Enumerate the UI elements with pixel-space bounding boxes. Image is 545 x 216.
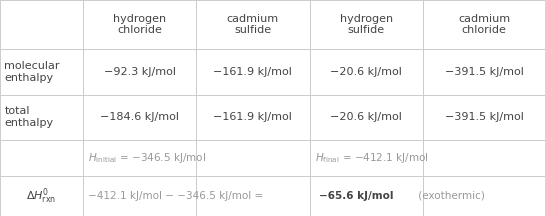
Bar — [0, 49, 83, 95]
Bar — [83, 95, 196, 140]
Bar — [0, 176, 83, 216]
Bar — [310, 0, 423, 49]
Bar — [0, 0, 83, 49]
Text: $\Delta H^0_\mathregular{rxn}$: $\Delta H^0_\mathregular{rxn}$ — [26, 186, 57, 206]
Bar — [423, 0, 545, 49]
Bar — [423, 49, 545, 95]
Text: −412.1 kJ/mol − −346.5 kJ/mol =: −412.1 kJ/mol − −346.5 kJ/mol = — [88, 191, 267, 201]
Bar — [196, 49, 310, 95]
Text: total
enthalpy: total enthalpy — [4, 106, 53, 128]
Text: molecular
enthalpy: molecular enthalpy — [4, 61, 60, 83]
Bar — [196, 0, 310, 49]
Bar — [83, 49, 196, 95]
Text: −20.6 kJ/mol: −20.6 kJ/mol — [330, 67, 402, 77]
Text: −20.6 kJ/mol: −20.6 kJ/mol — [330, 112, 402, 122]
Bar — [83, 140, 196, 176]
Bar — [310, 95, 423, 140]
Bar — [310, 176, 423, 216]
Bar — [0, 140, 83, 176]
Bar — [0, 95, 83, 140]
Text: hydrogen
chloride: hydrogen chloride — [113, 14, 166, 35]
Text: (exothermic): (exothermic) — [415, 191, 485, 201]
Text: −184.6 kJ/mol: −184.6 kJ/mol — [100, 112, 179, 122]
Bar — [196, 95, 310, 140]
Text: −65.6 kJ/mol: −65.6 kJ/mol — [319, 191, 393, 201]
Bar — [310, 49, 423, 95]
Text: cadmium
sulfide: cadmium sulfide — [227, 14, 279, 35]
Text: −92.3 kJ/mol: −92.3 kJ/mol — [104, 67, 175, 77]
Text: −161.9 kJ/mol: −161.9 kJ/mol — [214, 112, 292, 122]
Bar — [83, 176, 196, 216]
Bar — [423, 176, 545, 216]
Text: cadmium
chloride: cadmium chloride — [458, 14, 510, 35]
Text: hydrogen
sulfide: hydrogen sulfide — [340, 14, 393, 35]
Bar — [196, 176, 310, 216]
Text: −161.9 kJ/mol: −161.9 kJ/mol — [214, 67, 292, 77]
Text: −391.5 kJ/mol: −391.5 kJ/mol — [445, 112, 523, 122]
Bar — [83, 0, 196, 49]
Text: $H_\mathregular{initial}$ = −346.5 kJ/mol: $H_\mathregular{initial}$ = −346.5 kJ/mo… — [88, 151, 207, 165]
Bar — [310, 140, 423, 176]
Text: $H_\mathregular{final}$ = −412.1 kJ/mol: $H_\mathregular{final}$ = −412.1 kJ/mol — [315, 151, 429, 165]
Bar — [423, 95, 545, 140]
Text: −391.5 kJ/mol: −391.5 kJ/mol — [445, 67, 523, 77]
Bar — [423, 140, 545, 176]
Bar — [196, 140, 310, 176]
